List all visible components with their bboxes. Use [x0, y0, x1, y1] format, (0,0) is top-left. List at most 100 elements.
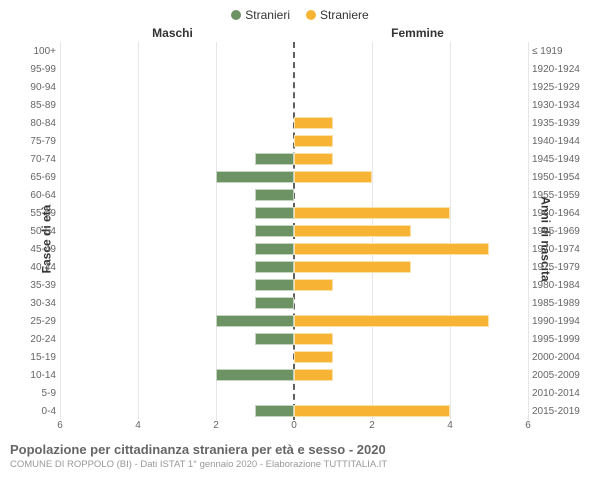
bar-female	[294, 315, 489, 327]
bar-rows: 100+≤ 191995-991920-192490-941925-192985…	[60, 42, 528, 420]
bar-female	[294, 153, 333, 165]
birth-year-label: 2000-2004	[528, 352, 588, 363]
column-header-right: Femmine	[295, 26, 590, 40]
birth-year-label: ≤ 1919	[528, 46, 588, 57]
x-tick: 4	[135, 420, 141, 431]
birth-year-label: 1940-1944	[528, 136, 588, 147]
bar-female	[294, 279, 333, 291]
bar-female	[294, 171, 372, 183]
birth-year-label: 1945-1949	[528, 154, 588, 165]
bar-male	[255, 261, 294, 273]
table-row: 80-841935-1939	[60, 114, 528, 132]
birth-year-label: 1925-1929	[528, 82, 588, 93]
legend-label-female: Straniere	[320, 8, 369, 22]
age-label: 80-84	[12, 118, 60, 129]
table-row: 100+≤ 1919	[60, 42, 528, 60]
plot-area: 100+≤ 191995-991920-192490-941925-192985…	[60, 42, 528, 420]
bar-male	[255, 207, 294, 219]
bar-female	[294, 243, 489, 255]
age-label: 60-64	[12, 190, 60, 201]
bar-female	[294, 333, 333, 345]
table-row: 55-591960-1964	[60, 204, 528, 222]
table-row: 40-441975-1979	[60, 258, 528, 276]
age-label: 55-59	[12, 208, 60, 219]
bar-male	[255, 225, 294, 237]
x-tick: 2	[213, 420, 219, 431]
bar-male	[216, 171, 294, 183]
age-label: 10-14	[12, 370, 60, 381]
population-pyramid-chart: Stranieri Straniere Maschi Femmine Fasce…	[0, 0, 600, 500]
age-label: 0-4	[12, 406, 60, 417]
bar-male	[255, 279, 294, 291]
table-row: 60-641955-1959	[60, 186, 528, 204]
bar-female	[294, 351, 333, 363]
birth-year-label: 2015-2019	[528, 406, 588, 417]
age-label: 65-69	[12, 172, 60, 183]
birth-year-label: 1990-1994	[528, 316, 588, 327]
birth-year-label: 1920-1924	[528, 64, 588, 75]
x-axis: 6420246	[60, 420, 528, 436]
age-label: 40-44	[12, 262, 60, 273]
age-label: 30-34	[12, 298, 60, 309]
table-row: 45-491970-1974	[60, 240, 528, 258]
table-row: 70-741945-1949	[60, 150, 528, 168]
table-row: 30-341985-1989	[60, 294, 528, 312]
table-row: 75-791940-1944	[60, 132, 528, 150]
birth-year-label: 1950-1954	[528, 172, 588, 183]
birth-year-label: 1995-1999	[528, 334, 588, 345]
table-row: 15-192000-2004	[60, 348, 528, 366]
column-header-left: Maschi	[10, 26, 295, 40]
chart-footer: Popolazione per cittadinanza straniera p…	[10, 436, 590, 470]
table-row: 90-941925-1929	[60, 78, 528, 96]
chart-title: Popolazione per cittadinanza straniera p…	[10, 442, 590, 457]
age-label: 85-89	[12, 100, 60, 111]
legend-swatch-female	[306, 10, 316, 20]
birth-year-label: 2010-2014	[528, 388, 588, 399]
birth-year-label: 1960-1964	[528, 208, 588, 219]
age-label: 25-29	[12, 316, 60, 327]
table-row: 25-291990-1994	[60, 312, 528, 330]
bar-female	[294, 405, 450, 417]
bar-male	[255, 405, 294, 417]
table-row: 85-891930-1934	[60, 96, 528, 114]
bar-male	[216, 315, 294, 327]
chart-subtitle: COMUNE DI ROPPOLO (BI) - Dati ISTAT 1° g…	[10, 459, 590, 470]
birth-year-label: 2005-2009	[528, 370, 588, 381]
birth-year-label: 1985-1989	[528, 298, 588, 309]
x-tick: 6	[525, 420, 531, 431]
legend-item-female: Straniere	[306, 8, 369, 22]
x-tick: 6	[57, 420, 63, 431]
age-label: 35-39	[12, 280, 60, 291]
age-label: 50-54	[12, 226, 60, 237]
bar-male	[255, 297, 294, 309]
bar-male	[255, 243, 294, 255]
birth-year-label: 1965-1969	[528, 226, 588, 237]
age-label: 100+	[12, 46, 60, 57]
bar-female	[294, 225, 411, 237]
table-row: 0-42015-2019	[60, 402, 528, 420]
legend: Stranieri Straniere	[10, 8, 590, 22]
bar-female	[294, 369, 333, 381]
birth-year-label: 1970-1974	[528, 244, 588, 255]
age-label: 95-99	[12, 64, 60, 75]
age-label: 45-49	[12, 244, 60, 255]
age-label: 90-94	[12, 82, 60, 93]
x-tick: 2	[369, 420, 375, 431]
bar-male	[255, 153, 294, 165]
bar-male	[255, 189, 294, 201]
table-row: 50-541965-1969	[60, 222, 528, 240]
table-row: 95-991920-1924	[60, 60, 528, 78]
table-row: 20-241995-1999	[60, 330, 528, 348]
column-headers: Maschi Femmine	[10, 26, 590, 40]
age-label: 20-24	[12, 334, 60, 345]
birth-year-label: 1955-1959	[528, 190, 588, 201]
table-row: 35-391980-1984	[60, 276, 528, 294]
table-row: 5-92010-2014	[60, 384, 528, 402]
x-tick: 4	[447, 420, 453, 431]
legend-label-male: Stranieri	[245, 8, 290, 22]
bar-female	[294, 207, 450, 219]
age-label: 5-9	[12, 388, 60, 399]
birth-year-label: 1980-1984	[528, 280, 588, 291]
bar-female	[294, 261, 411, 273]
age-label: 15-19	[12, 352, 60, 363]
